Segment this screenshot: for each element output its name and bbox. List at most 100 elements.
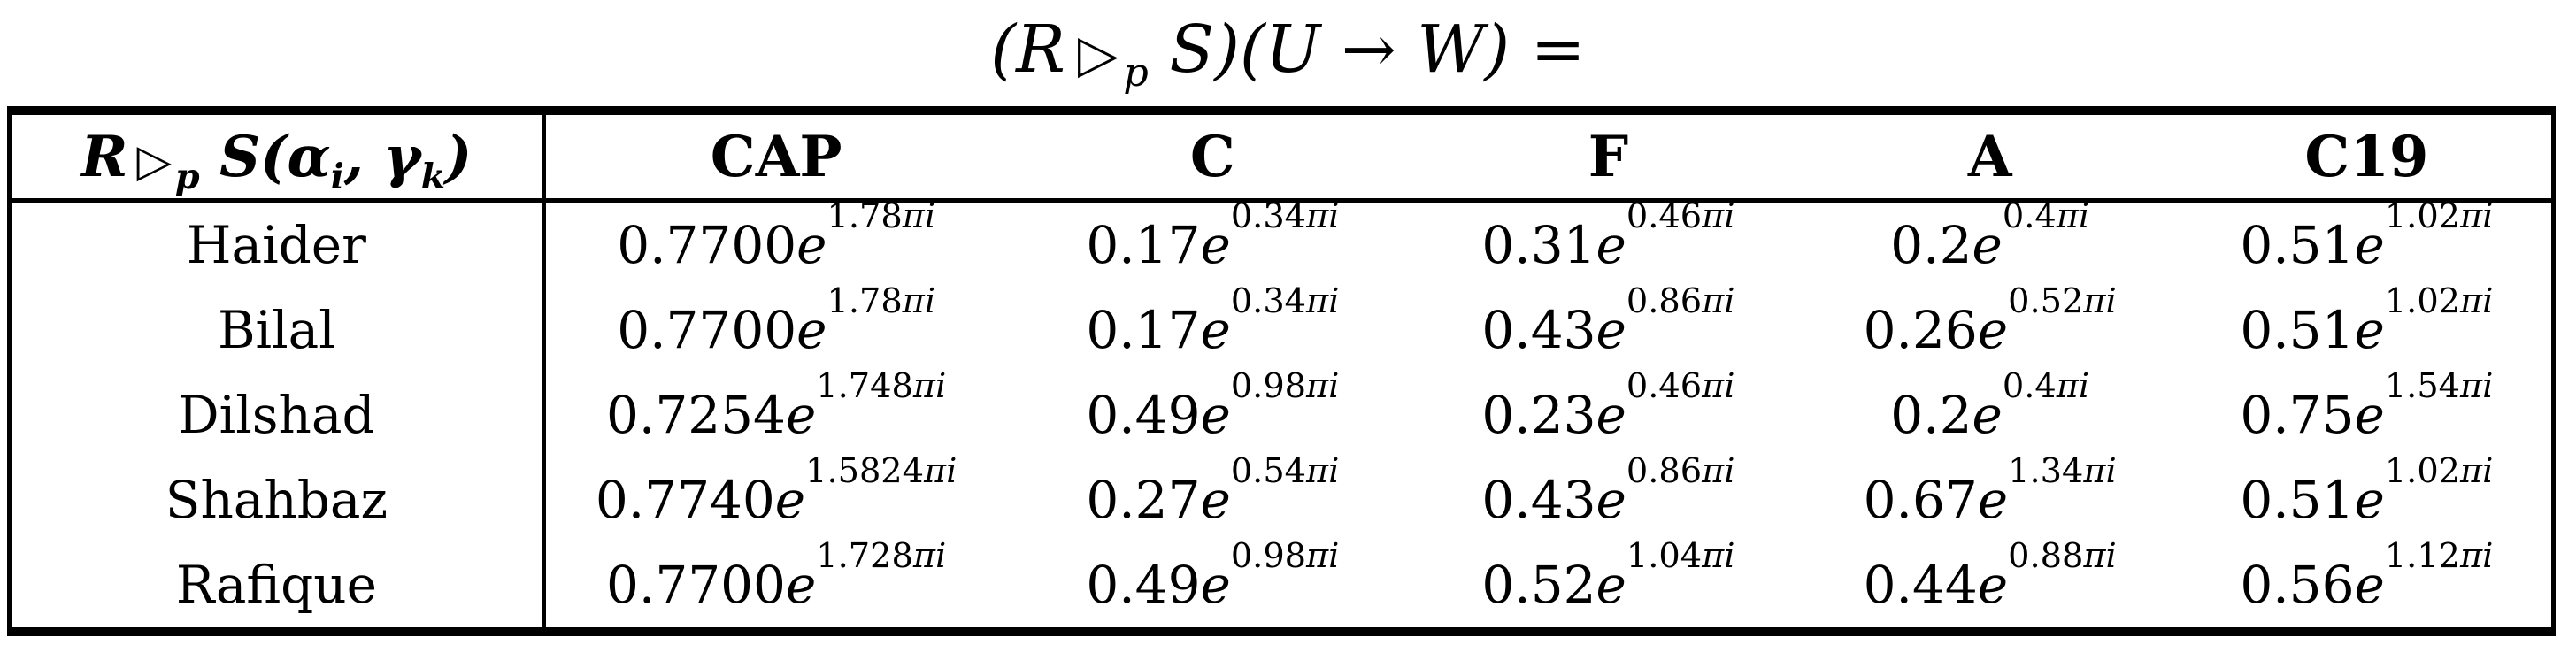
- value-cell: 0.49e0.98πi: [1007, 369, 1419, 457]
- column-header-f: F: [1419, 111, 1798, 203]
- result-table: R ▷ p S(αi, γk) CAP C F A C19 Haider 0.7700…: [7, 106, 2556, 636]
- value-cell: 0.2e0.4πi: [1798, 369, 2182, 457]
- magnitude: 0.26: [1863, 300, 1978, 360]
- exponent: 1.02πi: [2385, 281, 2494, 321]
- magnitude: 0.43: [1481, 300, 1596, 360]
- phase-coefficient: 0.86: [1626, 450, 1703, 491]
- euler-e-symbol: e: [774, 470, 806, 530]
- pi-i-symbol: πi: [924, 450, 957, 491]
- value-cell: 0.7700e1.728πi: [543, 539, 1006, 632]
- exponent: 1.728πi: [816, 536, 946, 576]
- pi-i-symbol: πi: [2460, 196, 2494, 236]
- magnitude: 0.51: [2240, 300, 2355, 360]
- euler-e-symbol: e: [1596, 215, 1626, 275]
- euler-e-symbol: e: [1200, 385, 1231, 445]
- magnitude: 0.27: [1086, 470, 1201, 530]
- value-cell: 0.43e0.86πi: [1419, 454, 1797, 542]
- value-cell: 0.7740e1.5824πi: [543, 454, 1006, 542]
- value-cell: 0.2e0.4πi: [1798, 199, 2182, 288]
- table-body: Haider 0.7700e1.78πi 0.17e0.34πi 0.31e0.46π…: [9, 199, 2554, 632]
- euler-e-symbol: e: [2354, 385, 2385, 445]
- value-cell: 0.17e0.34πi: [1007, 199, 1419, 288]
- exponent: 1.34πi: [2008, 451, 2117, 491]
- value-cell: 0.43e0.86πi: [1419, 284, 1797, 372]
- pi-i-symbol: πi: [1306, 450, 1340, 491]
- pi-i-symbol: πi: [1702, 535, 1735, 576]
- magnitude: 0.2: [1890, 215, 1972, 275]
- phase-coefficient: 0.34: [1230, 196, 1307, 236]
- magnitude: 0.7254: [606, 385, 786, 445]
- column-header-c: C: [1006, 111, 1419, 203]
- magnitude: 0.17: [1086, 300, 1201, 360]
- phase-coefficient: 1.728: [816, 535, 913, 576]
- euler-e-symbol: e: [1200, 215, 1231, 275]
- phase-coefficient: 0.54: [1230, 450, 1307, 491]
- euler-e-symbol: e: [1977, 555, 2009, 615]
- exponent: 0.54πi: [1231, 451, 1340, 491]
- exponent: 0.52πi: [2008, 281, 2117, 321]
- phase-coefficient: 1.78: [827, 280, 903, 321]
- exponent: 1.02πi: [2385, 451, 2494, 491]
- pi-i-symbol: πi: [2083, 450, 2117, 491]
- row-label: Rafique: [9, 542, 546, 632]
- magnitude: 0.44: [1863, 555, 1978, 615]
- value-cell: 0.51e1.02πi: [2182, 284, 2554, 372]
- value-cell: 0.56e1.12πi: [2182, 539, 2554, 632]
- pi-i-symbol: πi: [1702, 365, 1735, 406]
- exponent: 1.5824πi: [805, 451, 957, 491]
- phase-coefficient: 1.02: [2384, 450, 2461, 491]
- exponent: 0.98πi: [1231, 366, 1340, 406]
- value-cell: 0.26e0.52πi: [1798, 284, 2182, 372]
- euler-e-symbol: e: [785, 385, 817, 445]
- formula-part2: S)(U → W) =: [1169, 12, 1586, 88]
- magnitude: 0.75: [2240, 385, 2355, 445]
- gamma-subscript: k: [420, 156, 446, 197]
- magnitude: 0.49: [1086, 385, 1201, 445]
- phase-coefficient: 1.748: [816, 365, 913, 406]
- value-cell: 0.51e1.02πi: [2182, 199, 2554, 288]
- exponent: 0.86πi: [1626, 451, 1735, 491]
- pi-i-symbol: πi: [2460, 535, 2494, 576]
- phase-coefficient: 1.34: [2008, 450, 2084, 491]
- phase-coefficient: 1.54: [2384, 365, 2461, 406]
- alpha-symbol: α: [287, 123, 331, 190]
- euler-e-symbol: e: [1596, 300, 1626, 360]
- phase-coefficient: 1.5824: [805, 450, 925, 491]
- exponent: 0.4πi: [2003, 366, 2089, 406]
- exponent: 1.02πi: [2385, 196, 2494, 236]
- formula-part1: (R: [990, 12, 1065, 88]
- formula-operator-subscript: p: [1123, 50, 1149, 96]
- exponent: 0.98πi: [1231, 536, 1340, 576]
- pi-i-symbol: πi: [912, 535, 947, 576]
- pi-i-symbol: πi: [2460, 280, 2494, 321]
- pi-i-symbol: πi: [912, 365, 947, 406]
- magnitude: 0.7700: [617, 300, 797, 360]
- magnitude: 0.7700: [606, 555, 786, 615]
- euler-e-symbol: e: [2354, 215, 2385, 275]
- pi-i-symbol: πi: [2056, 196, 2090, 236]
- row-label: Dilshad: [9, 372, 546, 457]
- formula-title: (R ▷ p S)(U → W) =: [0, 0, 2576, 99]
- euler-e-symbol: e: [1200, 470, 1231, 530]
- phase-coefficient: 0.86: [1626, 280, 1703, 321]
- relation-r: R: [81, 123, 128, 190]
- phase-coefficient: 0.46: [1626, 196, 1703, 236]
- magnitude: 0.52: [1481, 555, 1596, 615]
- column-header-a: A: [1797, 111, 2182, 203]
- relation-s: S(: [219, 123, 288, 190]
- pi-i-symbol: πi: [902, 196, 936, 236]
- header-relation-cell: R ▷ p S(αi, γk): [9, 111, 546, 203]
- table-row: Haider 0.7700e1.78πi 0.17e0.34πi 0.31e0.46π…: [9, 199, 2554, 288]
- euler-e-symbol: e: [1972, 215, 2003, 275]
- exponent: 0.34πi: [1231, 196, 1340, 236]
- magnitude: 0.43: [1481, 470, 1596, 530]
- phase-coefficient: 0.4: [2002, 365, 2057, 406]
- column-header-cap: CAP: [543, 111, 1007, 203]
- pi-i-symbol: πi: [2056, 365, 2090, 406]
- pi-i-symbol: πi: [2460, 450, 2494, 491]
- phase-coefficient: 1.78: [827, 196, 903, 236]
- value-cell: 0.75e1.54πi: [2182, 369, 2554, 457]
- magnitude: 0.51: [2240, 215, 2355, 275]
- magnitude: 0.2: [1890, 385, 1972, 445]
